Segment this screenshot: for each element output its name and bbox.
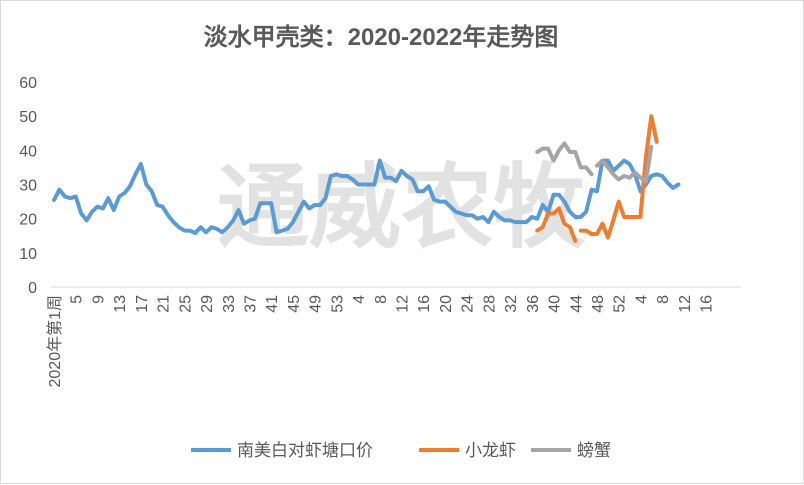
plot-area xyxy=(52,114,681,243)
chart-title: 淡水甲壳类：2020-2022年走势图 xyxy=(204,23,559,51)
y-tick-label: 10 xyxy=(19,246,37,263)
x-tick-label: 8 xyxy=(373,295,390,304)
x-tick-label: 4 xyxy=(351,295,368,304)
x-tick-label: 16 xyxy=(416,295,433,313)
x-tick-label-first: 2020年第1周 xyxy=(46,295,64,388)
x-tick-label: 17 xyxy=(134,295,151,313)
x-axis: 2020年第1周 5 9 13 17 21 25 29 33 37 41 45 49 53 4 8 12 16 20… xyxy=(46,286,741,388)
x-tick-label: 45 xyxy=(286,295,303,313)
legend-label: 小龙虾 xyxy=(465,441,516,460)
x-tick-label: 36 xyxy=(525,295,542,313)
x-tick-label: 21 xyxy=(156,295,173,313)
x-tick-label: 49 xyxy=(308,295,325,313)
x-tick-label: 37 xyxy=(242,295,259,313)
x-tick-label: 52 xyxy=(612,295,629,313)
series-line-2 xyxy=(535,206,578,243)
x-tick-label: 24 xyxy=(460,295,477,313)
x-tick-label: 48 xyxy=(590,295,607,313)
legend-label: 螃蟹 xyxy=(577,441,611,460)
x-tick-label: 28 xyxy=(481,295,498,313)
y-tick-label: 0 xyxy=(28,280,37,297)
x-tick-label: 4 xyxy=(633,295,650,304)
x-tick-label: 13 xyxy=(112,295,129,313)
x-tick-label: 12 xyxy=(677,295,694,313)
x-tick-label: 9 xyxy=(90,295,107,304)
x-tick-label: 32 xyxy=(503,295,520,313)
x-tick-label: 29 xyxy=(199,295,216,313)
y-tick-label: 40 xyxy=(19,143,37,160)
y-tick-label: 30 xyxy=(19,178,37,195)
x-tick-label: 41 xyxy=(264,295,281,313)
x-tick-label: 53 xyxy=(329,295,346,313)
y-axis: 0 10 20 30 40 50 60 xyxy=(19,75,37,297)
x-tick-label: 40 xyxy=(547,295,564,313)
x-tick-label: 5 xyxy=(69,295,86,304)
legend-label: 南美白对虾塘口价 xyxy=(237,441,373,460)
x-tick-label: 12 xyxy=(395,295,412,313)
series-line-3 xyxy=(595,144,654,184)
x-tick-label: 8 xyxy=(655,295,672,304)
x-tick-label: 44 xyxy=(568,295,585,313)
x-tick-label: 25 xyxy=(177,295,194,313)
y-tick-label: 50 xyxy=(19,109,37,126)
y-tick-label: 60 xyxy=(19,75,37,92)
series-line-2 xyxy=(578,114,659,240)
series-line-1 xyxy=(52,158,681,235)
x-tick-label: 20 xyxy=(438,295,455,313)
x-tick-label: 33 xyxy=(221,295,238,313)
x-tick-label: 16 xyxy=(699,295,716,313)
series-line-3 xyxy=(535,141,594,177)
legend: 南美白对虾塘口价 小龙虾 螃蟹 xyxy=(191,441,611,460)
y-tick-label: 20 xyxy=(19,212,37,229)
